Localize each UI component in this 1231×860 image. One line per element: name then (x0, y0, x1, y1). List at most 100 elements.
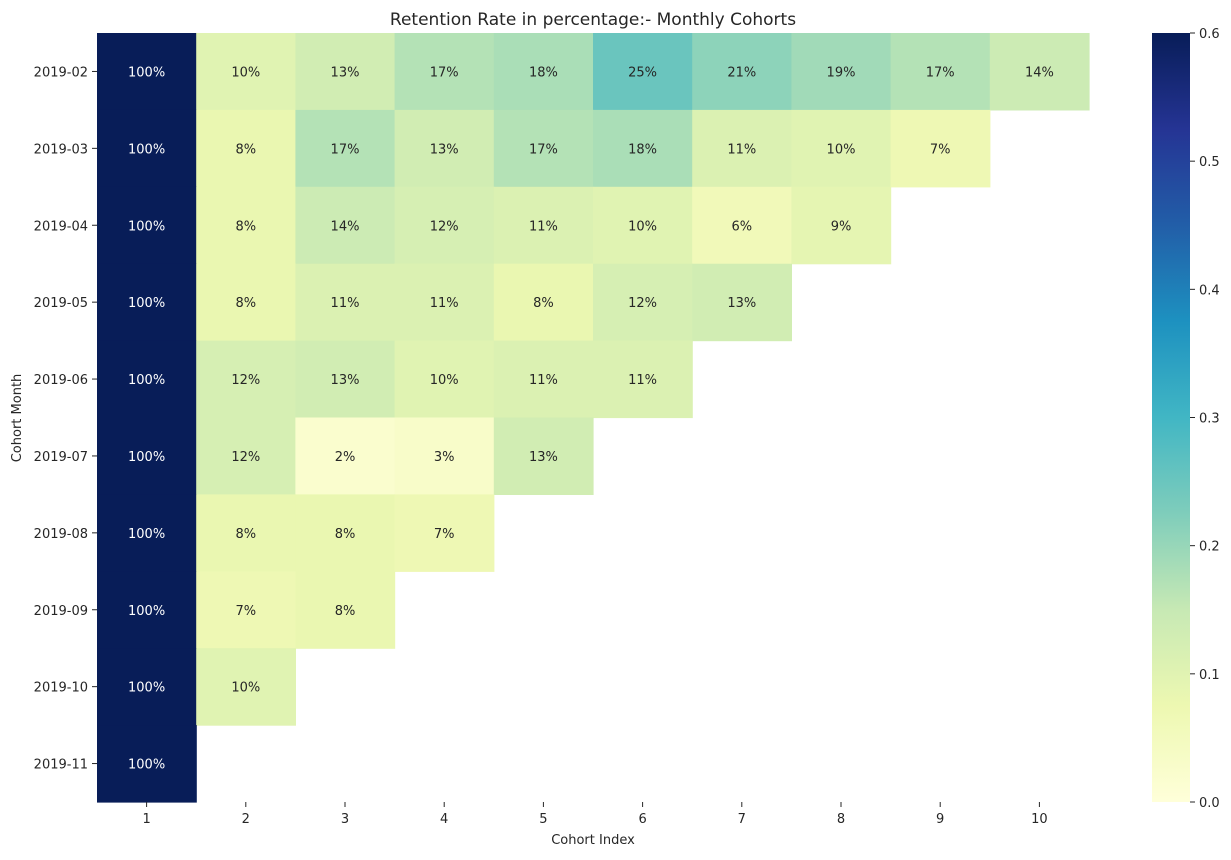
heatmap-cell (97, 340, 197, 419)
cell-value-label: 7% (235, 604, 256, 619)
heatmap-cell (295, 494, 396, 572)
cell-value-label: 17% (529, 142, 558, 157)
cell-value-label: 100% (128, 527, 165, 542)
heatmap-cell (97, 571, 197, 649)
heatmap-cell (196, 494, 296, 572)
colorbar-tick-label: 0.5 (1199, 155, 1220, 170)
heatmap-cell (890, 109, 991, 188)
heatmap-cell (394, 417, 495, 495)
y-tick-label: 2019-10 (34, 681, 88, 696)
colorbar-ticks: 0.0 0.1 0.2 0.3 0.4 0.5 0.6 (1190, 27, 1220, 811)
cell-value-label: 17% (331, 142, 360, 157)
cell-value-label: 11% (529, 219, 558, 234)
heatmap-cell (593, 109, 693, 188)
cell-value-label: 10% (231, 681, 260, 696)
cell-value-label: 13% (529, 450, 558, 465)
heatmap-cell (593, 33, 693, 111)
heatmap-cell (692, 263, 792, 342)
heatmap-cell (394, 33, 495, 111)
heatmap-cell (791, 109, 892, 188)
cell-value-label: 8% (235, 142, 256, 157)
heatmap-cell-labels: 100% 10% 13% 17% 18% 25% 21% 19% 17% 14% 100% 8% 17%… (128, 65, 1054, 772)
x-tick-label: 1 (142, 812, 150, 827)
colorbar-tick-label: 0.1 (1199, 668, 1220, 683)
cell-value-label: 8% (235, 296, 256, 311)
cell-value-label: 11% (529, 373, 558, 388)
cell-value-label: 100% (128, 296, 165, 311)
heatmap-cell (295, 263, 396, 342)
cell-value-label: 13% (727, 296, 756, 311)
heatmap-cell (394, 186, 495, 265)
heatmap-cell (196, 263, 296, 342)
y-tick-label: 2019-06 (34, 373, 88, 388)
heatmap-cell (97, 648, 197, 726)
cell-value-label: 2% (335, 450, 356, 465)
x-tick-label: 5 (539, 812, 547, 827)
heatmap-cell (394, 109, 495, 188)
cell-value-label: 19% (827, 65, 856, 80)
cell-value-label: 8% (235, 527, 256, 542)
heatmap-cell (97, 494, 197, 572)
heatmap-cell (394, 340, 495, 419)
heatmap-cell (493, 340, 594, 419)
cell-value-label: 9% (831, 219, 852, 234)
heatmap-cell (97, 109, 197, 188)
heatmap-cell (593, 186, 693, 265)
heatmap-cell (295, 571, 396, 649)
y-tick-label: 2019-09 (34, 604, 88, 619)
cell-value-label: 10% (231, 65, 260, 80)
cell-value-label: 25% (628, 65, 657, 80)
cell-value-label: 11% (430, 296, 459, 311)
cell-value-label: 8% (335, 604, 356, 619)
cell-value-label: 100% (128, 65, 165, 80)
cell-value-label: 10% (430, 373, 459, 388)
cell-value-label: 100% (128, 604, 165, 619)
heatmap-cell (196, 186, 296, 265)
colorbar-tick-label: 0.6 (1199, 27, 1220, 42)
heatmap-cell (394, 263, 495, 342)
heatmap-cells (97, 33, 1090, 803)
cell-value-label: 13% (331, 65, 360, 80)
cell-value-label: 100% (128, 142, 165, 157)
heatmap-cell (493, 417, 594, 495)
heatmap-cell (295, 186, 396, 265)
heatmap-cell (97, 417, 197, 495)
x-tick-label: 9 (936, 812, 944, 827)
y-tick-label: 2019-02 (34, 65, 88, 80)
x-tick-label: 2 (242, 812, 250, 827)
heatmap-cell (295, 340, 396, 419)
cell-value-label: 14% (331, 219, 360, 234)
heatmap-cell (989, 33, 1090, 111)
cell-value-label: 8% (235, 219, 256, 234)
cell-value-label: 100% (128, 373, 165, 388)
colorbar-tick-label: 0.4 (1199, 283, 1220, 298)
heatmap-cell (196, 33, 296, 111)
heatmap-cell (493, 109, 594, 188)
cell-value-label: 13% (430, 142, 459, 157)
cell-value-label: 12% (231, 450, 260, 465)
cell-value-label: 100% (128, 450, 165, 465)
x-tick-label: 10 (1031, 812, 1048, 827)
heatmap-cell (593, 340, 693, 419)
cell-value-label: 18% (628, 142, 657, 157)
cell-value-label: 8% (335, 527, 356, 542)
cell-value-label: 10% (827, 142, 856, 157)
cell-value-label: 100% (128, 219, 165, 234)
x-tick-label: 4 (440, 812, 448, 827)
heatmap-cell (791, 33, 892, 111)
cell-value-label: 12% (231, 373, 260, 388)
cell-value-label: 11% (628, 373, 657, 388)
colorbar (1152, 33, 1190, 802)
heatmap-cell (295, 109, 396, 188)
cell-value-label: 100% (128, 681, 165, 696)
heatmap-cell (493, 33, 594, 111)
cell-value-label: 7% (930, 142, 951, 157)
heatmap-cell (493, 186, 594, 265)
heatmap-cell (791, 186, 892, 265)
heatmap-cell (97, 186, 197, 265)
heatmap-cell (692, 109, 792, 188)
cell-value-label: 12% (430, 219, 459, 234)
colorbar-tick-label: 0.3 (1199, 412, 1220, 427)
